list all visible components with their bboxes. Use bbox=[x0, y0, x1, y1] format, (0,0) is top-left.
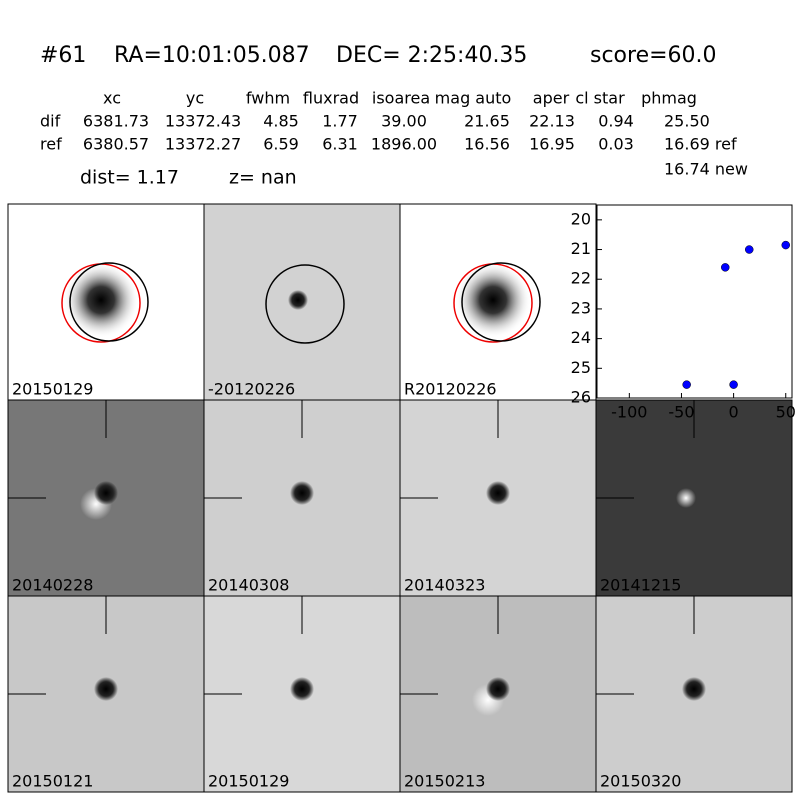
column-header: phmag bbox=[641, 89, 697, 108]
panel-label: R20120226 bbox=[404, 380, 497, 399]
dec: DEC= 2:25:40.35 bbox=[336, 43, 527, 68]
x-tick-label: -50 bbox=[668, 403, 694, 422]
chart: 20 21 22 23 24 25 26 -100 -50 0 50 bbox=[571, 204, 796, 422]
cell: 21.65 bbox=[464, 112, 510, 131]
header: #61 RA=10:01:05.087 DEC= 2:25:40.35 scor… bbox=[40, 43, 717, 68]
y-tick-label: 23 bbox=[571, 298, 591, 317]
source-blob bbox=[288, 290, 308, 310]
panel-label: 20150129 bbox=[208, 772, 289, 791]
column-header: aper bbox=[533, 89, 570, 108]
cell: 25.50 bbox=[664, 112, 710, 131]
ra: RA=10:01:05.087 bbox=[114, 43, 310, 68]
point bbox=[682, 380, 691, 389]
column-header: fwhm bbox=[246, 89, 290, 108]
candidate-id: #61 bbox=[40, 43, 86, 68]
source-blob bbox=[486, 481, 510, 505]
panel-label: 20140308 bbox=[208, 576, 289, 595]
cell: 4.85 bbox=[263, 112, 299, 131]
phmag-new: 16.74 new bbox=[664, 160, 748, 179]
panel-label: 20140323 bbox=[404, 576, 485, 595]
x-tick-label: 0 bbox=[729, 403, 739, 422]
source-blob bbox=[290, 677, 314, 701]
column-header: mag auto bbox=[435, 89, 512, 108]
cell: 1.77 bbox=[322, 112, 358, 131]
row-label: dif bbox=[40, 112, 61, 131]
plot-area bbox=[596, 204, 793, 399]
source-blob bbox=[94, 677, 118, 701]
panel-label: 20150213 bbox=[404, 772, 485, 791]
source-blob bbox=[290, 481, 314, 505]
cell: 0.03 bbox=[598, 135, 634, 154]
cell: 13372.43 bbox=[165, 112, 241, 131]
aperture bbox=[461, 262, 541, 342]
row-label: ref bbox=[40, 135, 62, 154]
column-header: fluxrad bbox=[303, 89, 359, 108]
dist: dist= 1.17 bbox=[80, 167, 179, 189]
source-blob bbox=[486, 677, 510, 701]
x-tick-label: -100 bbox=[611, 403, 647, 422]
y-tick-label: 26 bbox=[571, 388, 591, 407]
cell: 16.69 ref bbox=[664, 135, 737, 154]
cell: 6.59 bbox=[263, 135, 299, 154]
residual-white bbox=[676, 488, 696, 508]
cell: 1896.00 bbox=[371, 135, 437, 154]
aperture bbox=[265, 264, 345, 344]
column-header: cl star bbox=[575, 89, 625, 108]
point bbox=[721, 263, 730, 272]
score: score=60.0 bbox=[590, 43, 717, 68]
source-blob bbox=[94, 481, 118, 505]
column-header: yc bbox=[186, 89, 204, 108]
cell: 39.00 bbox=[381, 112, 427, 131]
cell: 16.95 bbox=[529, 135, 575, 154]
cell: 6.31 bbox=[322, 135, 358, 154]
cell: 13372.27 bbox=[165, 135, 241, 154]
source-star bbox=[455, 262, 531, 338]
panel-label: -20120226 bbox=[208, 380, 295, 399]
panel-label: 20141215 bbox=[600, 576, 681, 595]
cell: 6380.57 bbox=[83, 135, 149, 154]
column-header: xc bbox=[103, 89, 121, 108]
cell: 22.13 bbox=[529, 112, 575, 131]
y-tick-label: 24 bbox=[571, 328, 591, 347]
y-tick-label: 22 bbox=[571, 269, 591, 288]
x-tick-label: 50 bbox=[776, 403, 796, 422]
column-header: isoarea bbox=[372, 89, 430, 108]
redshift: z= nan bbox=[229, 167, 297, 189]
panel-label: 20150121 bbox=[12, 772, 93, 791]
y-tick-label: 20 bbox=[571, 209, 591, 228]
cell: 0.94 bbox=[598, 112, 634, 131]
y-tick-label: 25 bbox=[571, 358, 591, 377]
panel-label: 20140228 bbox=[12, 576, 93, 595]
source-blob bbox=[682, 677, 706, 701]
panels: 20150129 -20120226 R20120226 20140228 201403… bbox=[7, 203, 793, 793]
cell: 16.56 bbox=[464, 135, 510, 154]
y-tick-label: 21 bbox=[571, 239, 591, 258]
cell: 6381.73 bbox=[83, 112, 149, 131]
aperture bbox=[69, 262, 149, 342]
point bbox=[729, 380, 738, 389]
table: xc yc fwhm fluxrad isoarea mag auto aper cl sta… bbox=[40, 89, 737, 154]
point bbox=[781, 240, 790, 250]
point bbox=[744, 245, 754, 254]
panel-label: 20150129 bbox=[12, 380, 93, 399]
source-star bbox=[63, 262, 139, 338]
panel-label: 20150320 bbox=[600, 772, 681, 791]
